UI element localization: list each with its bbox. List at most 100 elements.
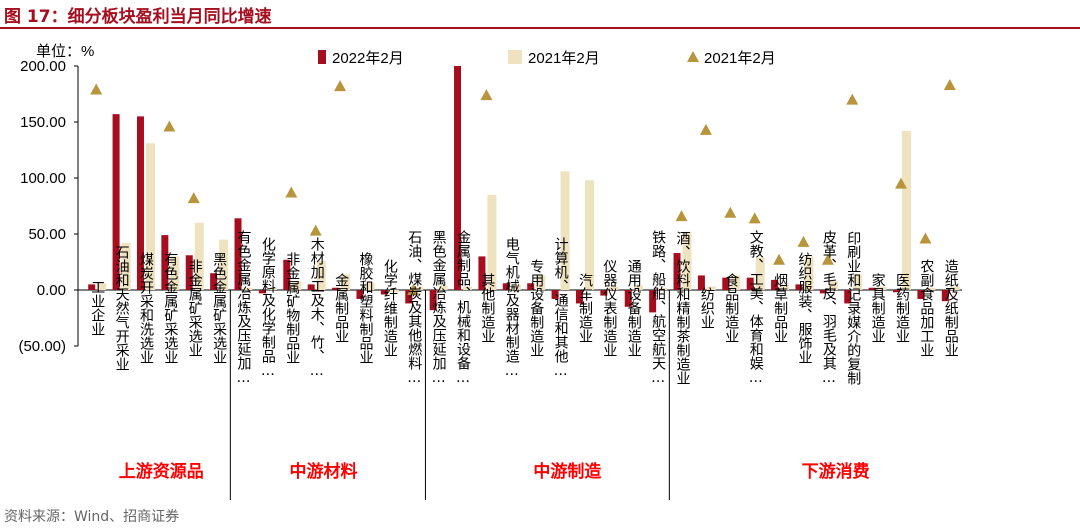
bar-2021-feb [414,286,424,290]
category-label: 计算机、通信和其他… [553,237,569,379]
bar-2022-feb [551,290,559,299]
marker-2021-feb [699,123,712,135]
bar-2021-feb [145,143,155,290]
bar-2021-feb [389,290,399,293]
y-tick-label: (50.00) [18,338,66,355]
marker-2021-feb [846,93,859,105]
bar-2022-feb [454,66,462,290]
bar-2021-feb [682,231,692,290]
category-label: 造纸及纸制品业 [943,259,959,357]
bar-2022-feb [673,253,681,290]
legend-2021-feb-bar-swatch [508,50,522,64]
marker-2021-feb [724,206,737,218]
legend-2022-feb-swatch [318,50,326,64]
category-label: 印刷业和记录媒介的复制 [845,231,861,385]
category-label: 金属制品、机械和设备… [455,230,471,386]
bar-2021-feb [487,194,497,290]
segment-label: 上游资源品 [119,461,204,482]
bar-2021-feb [194,222,204,290]
unit-label: 单位：% [36,43,94,60]
category-label: 农副食品加工业 [918,259,934,357]
category-label: 石油、煤炭及其他燃料… [406,230,422,386]
category-label: 木材加工及木、竹、… [309,237,325,379]
category-label: 非金属矿采选业 [187,259,203,357]
category-label: 皮革、毛皮、羽毛及其… [821,230,837,386]
category-label: 化学原料及化学制品… [260,237,276,379]
bar-2021-feb [560,171,570,290]
bar-2022-feb [405,290,413,304]
bar-2021-feb [804,256,814,290]
bar-2022-feb [332,287,340,290]
category-label: 医药制造业 [894,273,910,343]
marker-2021-feb [163,120,176,132]
bar-2022-feb [258,290,266,294]
bar-2022-feb [600,290,608,296]
bar-2021-feb [584,180,594,290]
bar-2021-feb [463,286,473,290]
category-label: 橡胶和塑料制品业 [357,252,373,364]
bar-2022-feb [185,255,193,290]
bar-2021-feb [121,242,131,290]
bar-2022-feb [136,116,144,291]
bars-layer [88,66,960,313]
y-tick-label: 0.00 [37,282,66,299]
bar-2021-feb [97,283,107,290]
bar-chart: 单位：% (50.00) 0.00 50.00 100.00 150.00 200.00 工… [18,43,962,500]
marker-2021-feb [480,89,493,101]
category-label: 酒、饮料和精制茶制造业 [675,231,691,385]
bar-2022-feb [771,279,779,290]
bar-2022-feb [746,277,754,290]
bar-2021-feb [341,274,351,290]
bar-2022-feb [649,290,657,313]
marker-2021-feb [748,212,761,224]
bar-2021-feb [438,285,448,290]
bar-2021-feb [511,284,521,290]
bar-2022-feb [283,259,291,290]
bar-2021-feb [170,256,180,290]
bar-2022-feb [161,235,169,290]
marker-2021-feb [90,83,103,95]
y-tick-label: 200.00 [20,58,66,75]
marker-2021-feb [773,253,786,265]
category-label: 通用设备制造业 [626,259,642,357]
segment-label: 中游材料 [290,461,358,482]
bar-2022-feb [307,284,315,290]
bar-2022-feb [722,277,730,290]
bar-2021-feb [633,285,643,290]
bar-2021-feb [658,287,668,290]
marker-2021-feb [797,235,810,247]
bar-2021-feb [292,281,302,290]
segment-label: 下游消费 [802,461,870,482]
y-tick-label: 150.00 [20,114,66,131]
marker-2021-feb [821,253,834,265]
category-label: 金属制品业 [333,273,349,343]
category-label: 文教、工美、体育和娱… [748,230,764,386]
marker-2021-feb [334,80,347,92]
category-label: 其他制造业 [479,273,495,343]
category-label: 化学纤维制造业 [382,259,398,357]
axis-layer: 单位：% (50.00) 0.00 50.00 100.00 150.00 200.00 [18,43,962,500]
marker-2021-feb [187,192,200,204]
bar-2022-feb [380,290,388,295]
category-label: 纺织服装、服饰业 [796,252,812,364]
marker-2021-feb [919,232,932,244]
legend-2021-feb-bar-label: 2021年2月 [528,50,600,67]
legend-2022-feb-label: 2022年2月 [332,50,404,67]
bar-2022-feb [917,290,925,299]
bar-2022-feb [356,290,364,299]
bar-2022-feb [88,284,96,290]
legend-2021-feb-marker-label: 2021年2月 [704,50,776,67]
labels-layer: 工业企业 石油和天然气开采业 煤炭开采和洗选业 有色金属矿采选业 非金属矿采选业 黑色金属… [89,230,959,482]
bar-2022-feb [844,290,852,304]
bar-2021-feb [243,287,253,290]
title-underline [0,27,1080,29]
category-label: 纺织业 [699,287,715,329]
category-label: 黑色金属冶炼及压延加… [431,230,447,386]
category-label: 石油和天然气开采业 [114,245,130,371]
bar-2021-feb [853,274,863,290]
y-tick-label: 50.00 [28,226,66,243]
bar-2021-feb [902,130,912,290]
legend-2021-feb-marker-swatch [687,51,699,62]
bar-2021-feb [877,286,887,290]
bar-2022-feb [210,273,218,290]
